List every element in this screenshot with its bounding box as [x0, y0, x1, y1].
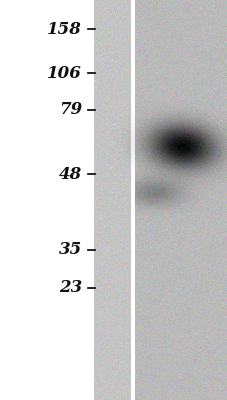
Text: 106: 106	[47, 65, 82, 82]
Text: 158: 158	[47, 21, 82, 38]
Text: 35: 35	[59, 242, 82, 258]
Text: 79: 79	[59, 102, 82, 118]
Text: 23: 23	[59, 280, 82, 296]
Text: 48: 48	[59, 166, 82, 182]
